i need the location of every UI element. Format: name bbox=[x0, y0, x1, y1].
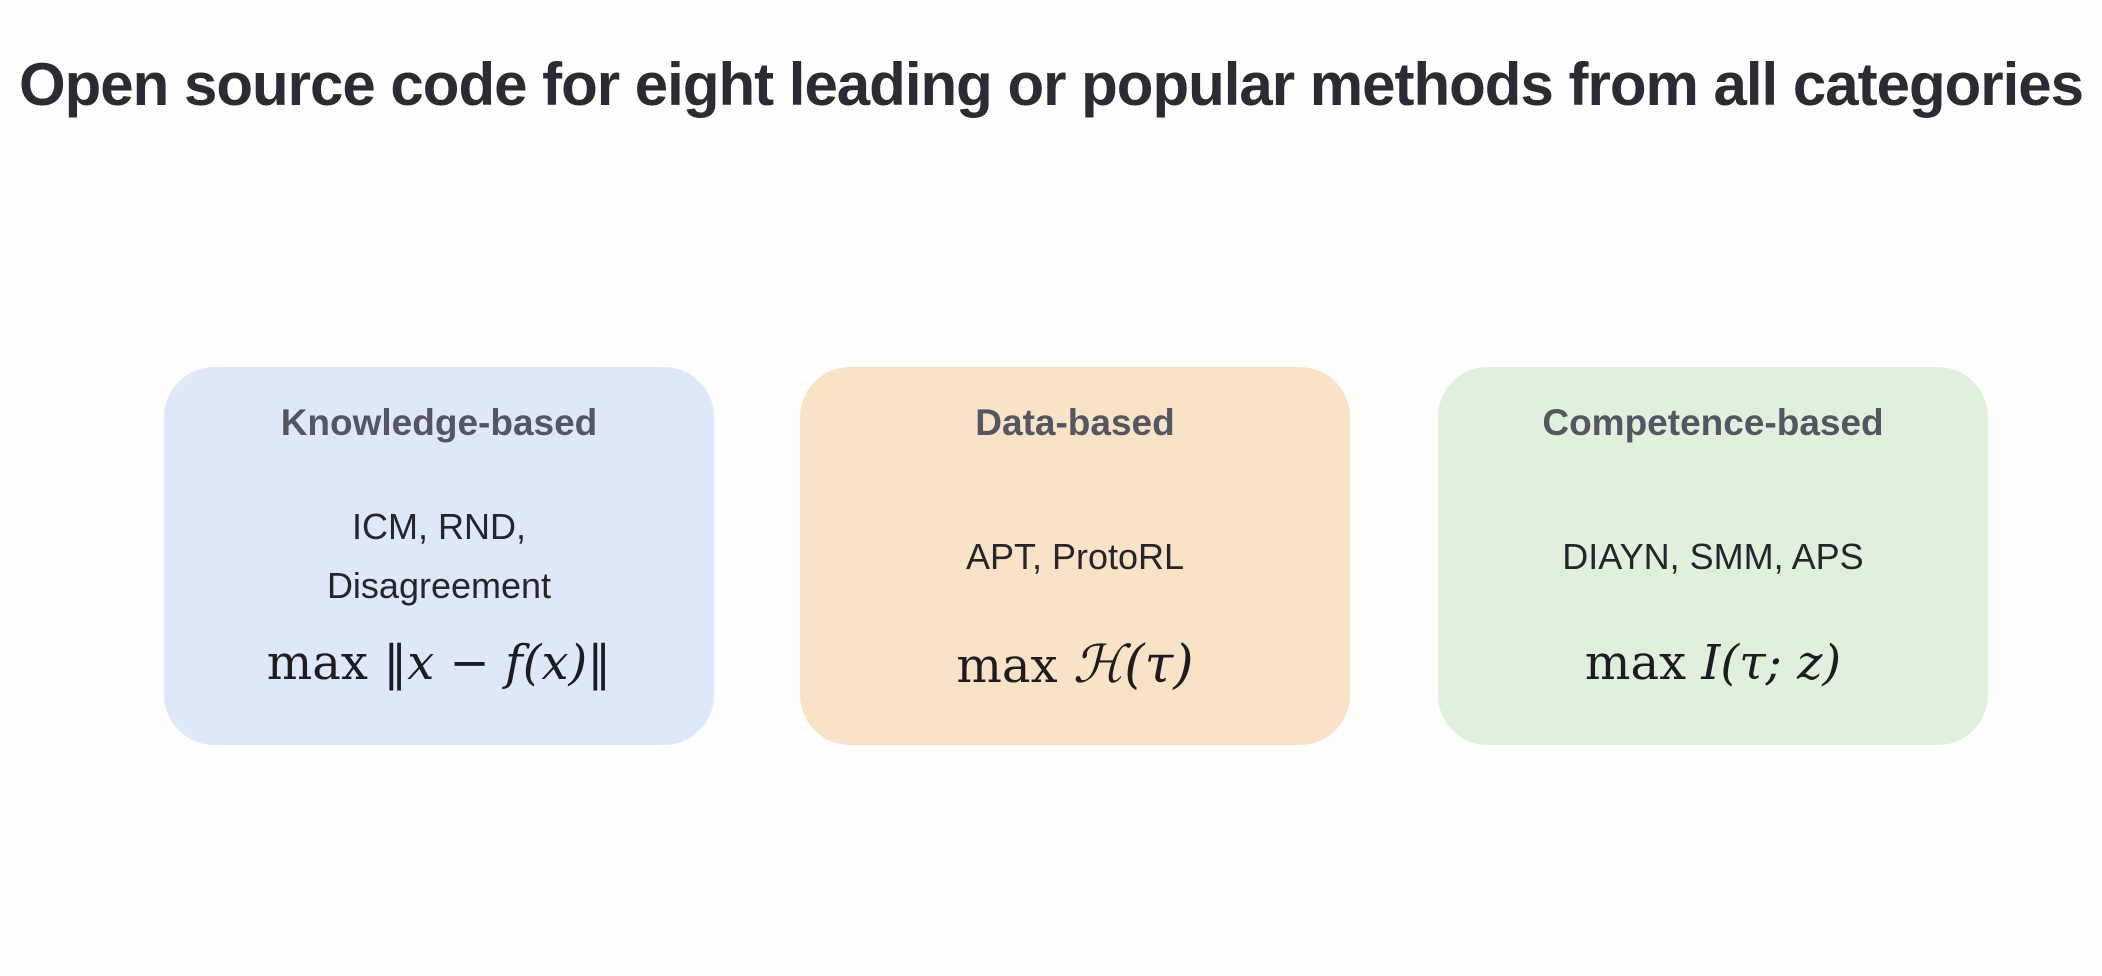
category-formula: max ℋ(τ) bbox=[800, 635, 1350, 695]
category-formula: max ‖x − f(x)‖ bbox=[164, 635, 714, 691]
category-methods: APT, ProtoRL bbox=[800, 527, 1350, 586]
category-title: Competence-based bbox=[1542, 402, 1884, 443]
category-card-knowledge-based: Knowledge-based ICM, RND, Disagreement m… bbox=[164, 367, 714, 745]
methods-line: ICM, RND, bbox=[352, 506, 526, 547]
methods-line: DIAYN, SMM, APS bbox=[1562, 536, 1864, 577]
formula-expression: ℋ(τ) bbox=[1072, 635, 1194, 695]
category-formula: max I(τ; z) bbox=[1438, 635, 1988, 691]
methods-line: Disagreement bbox=[326, 565, 552, 606]
formula-expression: ‖x − f(x)‖ bbox=[383, 635, 612, 691]
category-card-data-based: Data-based APT, ProtoRL max ℋ(τ) bbox=[800, 367, 1350, 745]
page-title: Open source code for eight leading or po… bbox=[18, 51, 2084, 118]
formula-operator: max bbox=[956, 638, 1058, 694]
category-title: Data-based bbox=[975, 402, 1175, 443]
methods-line: APT, ProtoRL bbox=[965, 536, 1185, 577]
formula-operator: max bbox=[1584, 635, 1687, 691]
category-methods: DIAYN, SMM, APS bbox=[1438, 527, 1988, 586]
formula-operator: max bbox=[266, 635, 368, 691]
category-methods: ICM, RND, Disagreement bbox=[164, 497, 714, 615]
formula-expression: I(τ; z) bbox=[1701, 635, 1842, 691]
category-title: Knowledge-based bbox=[280, 402, 598, 443]
category-card-competence-based: Competence-based DIAYN, SMM, APS max I(τ… bbox=[1438, 367, 1988, 745]
